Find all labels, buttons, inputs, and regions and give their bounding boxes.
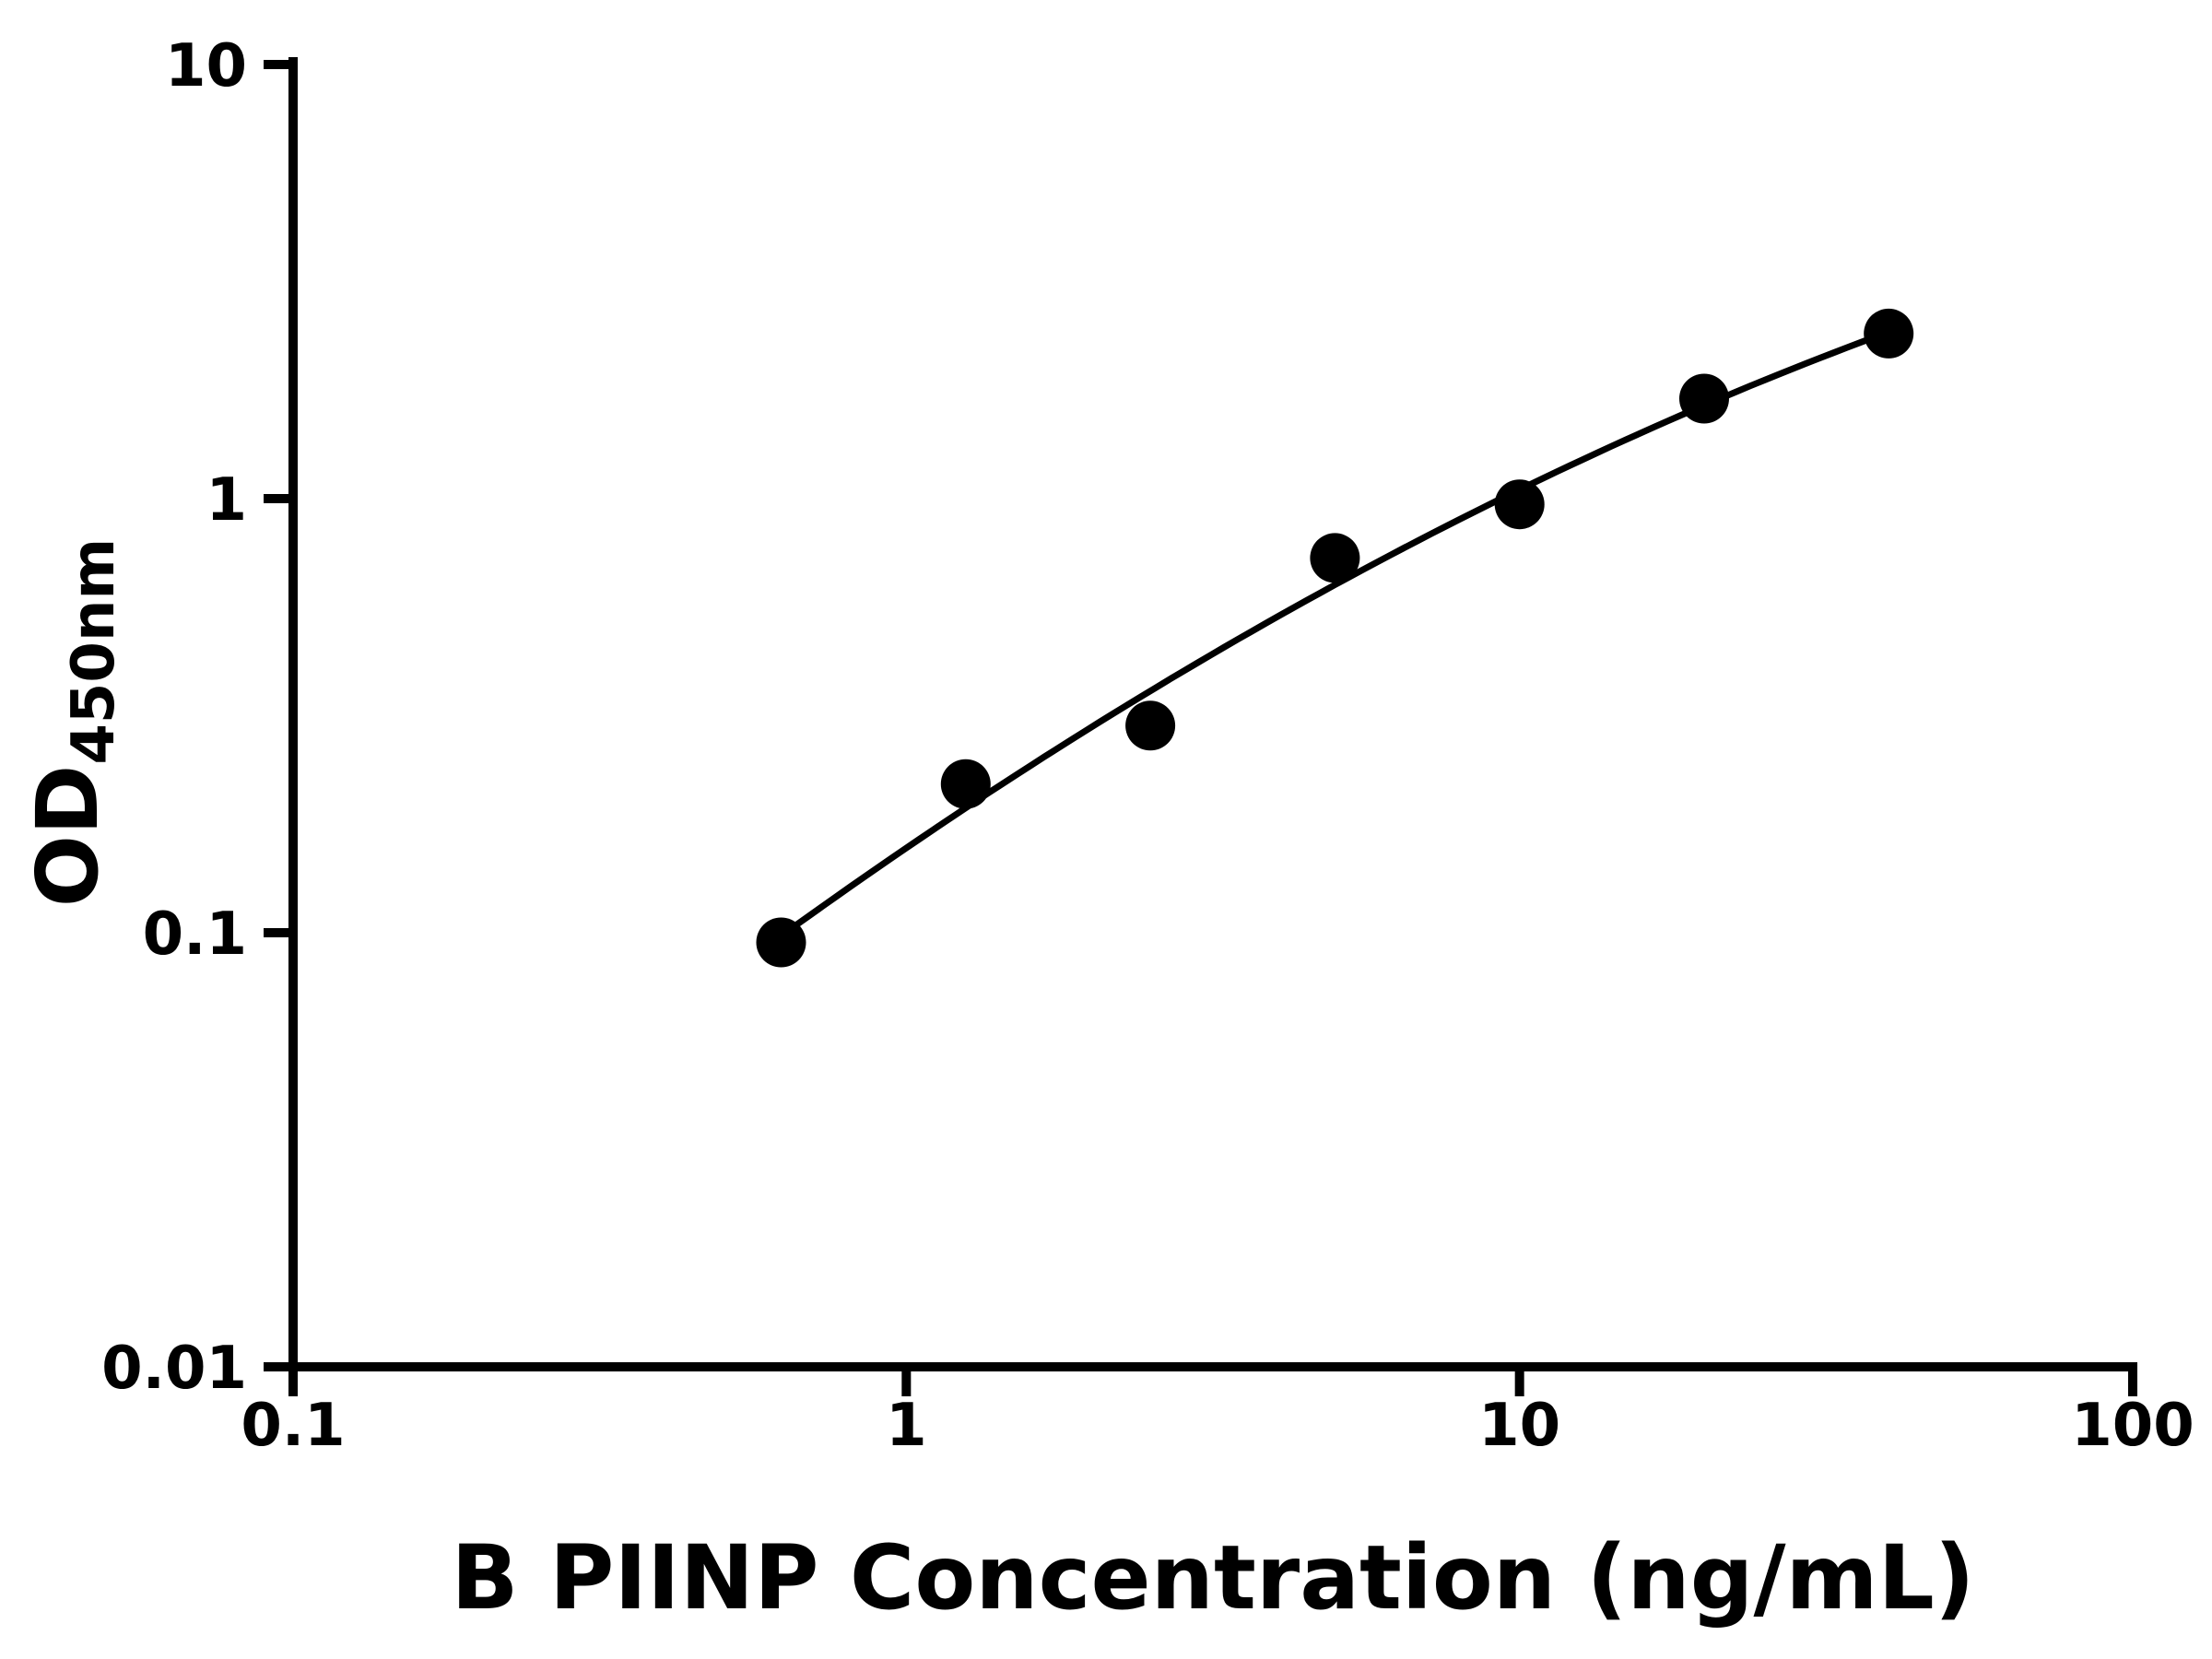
data-point: [756, 917, 806, 968]
data-point: [1494, 479, 1545, 530]
y-tick-label: 0.1: [143, 900, 247, 969]
y-axis-title: OD450nm: [18, 538, 128, 907]
x-axis-ticks: 0.1 1 10 100: [241, 1367, 2194, 1460]
x-tick-label: 100: [2071, 1392, 2194, 1460]
y-axis-ticks: 10 1 0.1 0.01: [101, 32, 293, 1403]
data-point: [1310, 533, 1360, 583]
data-point: [1125, 700, 1176, 751]
data-point-series: [756, 308, 1914, 968]
fit-curve: [778, 328, 1892, 939]
data-point: [1679, 373, 1729, 424]
y-tick-label: 1: [206, 466, 247, 535]
y-axis-title-subscript: 450nm: [60, 538, 128, 765]
y-axis-title-main: OD: [18, 765, 117, 908]
y-tick-label: 0.01: [101, 1335, 247, 1403]
axes: [288, 57, 2137, 1371]
data-point: [940, 759, 991, 809]
y-tick-label: 10: [165, 32, 247, 100]
x-axis-title: B PIINP Concentration (ng/mL): [451, 1526, 1974, 1630]
x-tick-label: 1: [886, 1392, 927, 1460]
x-tick-label: 10: [1478, 1392, 1560, 1460]
x-tick-label: 0.1: [241, 1392, 345, 1460]
data-point: [1864, 308, 1914, 359]
